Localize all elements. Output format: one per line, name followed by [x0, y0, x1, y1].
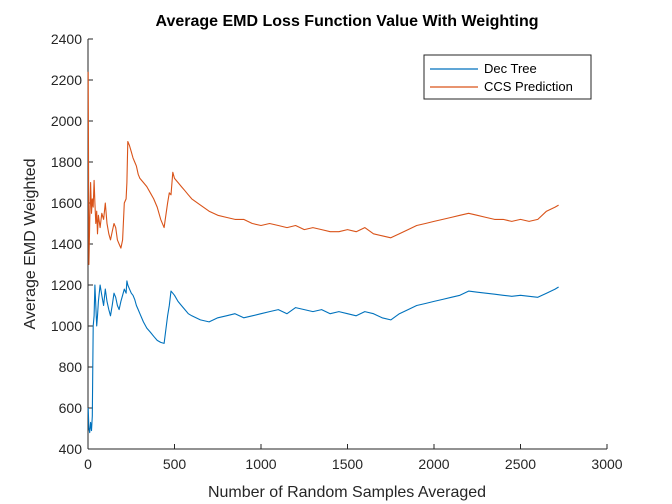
y-tick-label: 600 — [59, 400, 83, 416]
legend-label-dec-tree: Dec Tree — [484, 61, 537, 76]
y-axis-label: Average EMD Weighted — [22, 158, 39, 329]
y-axis: 400 600 800 1000 1200 1400 1600 1800 2000 2200 240… — [51, 31, 93, 457]
y-tick-label: 400 — [59, 441, 83, 457]
x-axis-label: Number of Random Samples Averaged — [208, 484, 486, 501]
x-tick-label: 0 — [84, 456, 92, 472]
x-axis: 0 500 1000 1500 2000 2500 3000 — [84, 444, 623, 472]
legend: Dec Tree CCS Prediction — [423, 54, 592, 100]
y-tick-label: 1600 — [51, 195, 82, 211]
x-tick-label: 2000 — [418, 456, 449, 472]
plot-background — [88, 39, 607, 449]
legend-box — [423, 54, 592, 100]
y-tick-label: 800 — [59, 359, 83, 375]
plot-area — [87, 39, 607, 450]
x-tick-label: 500 — [163, 456, 187, 472]
x-tick-label: 1000 — [245, 456, 276, 472]
series-lines — [87, 71, 559, 434]
y-tick-label: 1400 — [51, 236, 82, 252]
y-tick-label: 2400 — [51, 31, 82, 47]
x-tick-label: 2500 — [505, 456, 536, 472]
y-tick-label: 1800 — [51, 154, 82, 170]
y-tick-label: 1000 — [51, 318, 82, 334]
series-line-ccs-prediction — [87, 71, 559, 266]
y-tick-label: 2000 — [51, 113, 82, 129]
x-tick-label: 3000 — [591, 456, 622, 472]
y-tick-label: 2200 — [51, 72, 82, 88]
series-line-dec-tree — [87, 280, 559, 434]
x-tick-label: 1500 — [332, 456, 363, 472]
y-tick-label: 1200 — [51, 277, 82, 293]
legend-label-ccs-prediction: CCS Prediction — [484, 79, 573, 94]
chart-title: Average EMD Loss Function Value With Wei… — [156, 13, 539, 30]
